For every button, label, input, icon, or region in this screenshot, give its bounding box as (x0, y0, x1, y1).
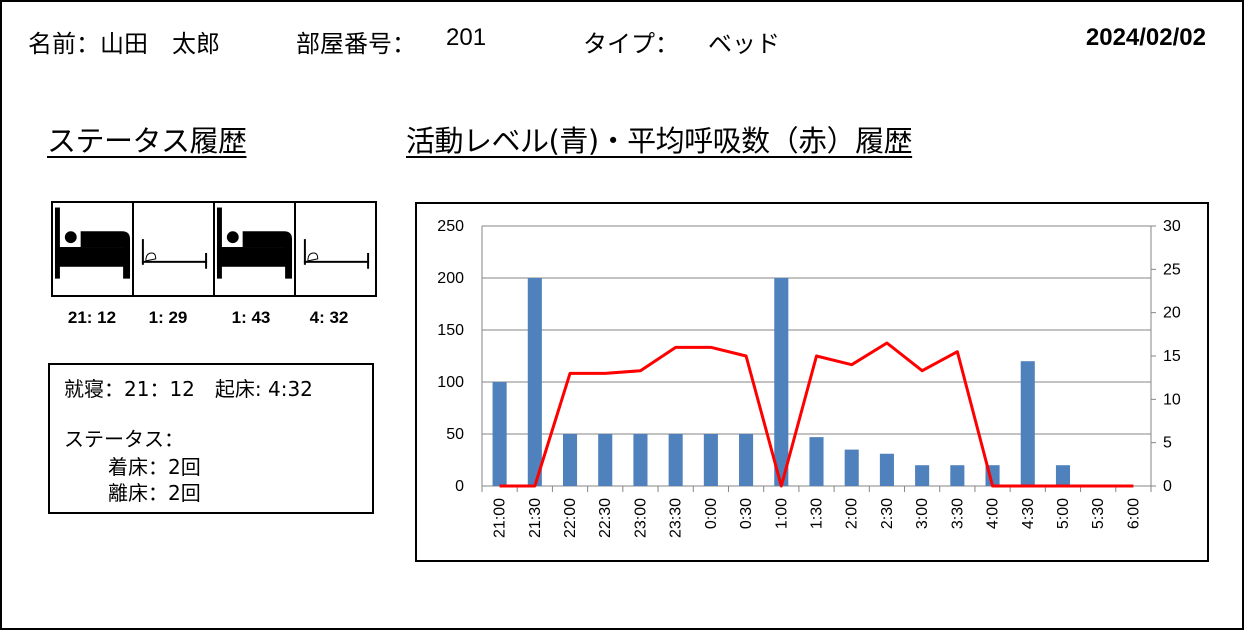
status-strip (51, 201, 377, 297)
right-tick-label: 10 (1163, 391, 1181, 408)
left-tick-label: 0 (455, 478, 464, 495)
report-date: 2024/02/02 (1085, 24, 1206, 51)
sleep-wake-times: 就寝：21：12 起床: 4:32 (64, 377, 313, 401)
chart-title: 活動レベル(青)・平均呼吸数（赤）履歴 (406, 124, 913, 158)
activity-bar (1020, 361, 1035, 486)
status-time-2: 1: 29 (148, 308, 188, 327)
in-bed-icon (216, 207, 293, 279)
status-history-title: ステータス履歴 (47, 124, 247, 158)
status-time-3: 1: 43 (231, 308, 271, 327)
x-tick-label: 21:30 (527, 498, 544, 538)
room-number: 201 (446, 24, 487, 51)
status-label: ステータス： (64, 427, 184, 451)
chart-box: 0 50 100 150 200 250 0 5 10 15 20 25 30 21:00 21:30 22:… (415, 202, 1209, 562)
left-tick-label: 200 (437, 270, 464, 287)
activity-bar (950, 465, 965, 486)
in-bed-icon (54, 207, 131, 279)
status-time-4: 4: 32 (309, 308, 349, 327)
x-tick-label: 5:00 (1055, 498, 1072, 529)
activity-bar (527, 278, 542, 486)
x-tick-label: 3:00 (914, 498, 931, 529)
out-bed-count: 離床：2回 (108, 481, 201, 505)
x-tick-label: 23:30 (668, 498, 685, 538)
activity-bar (492, 382, 507, 486)
x-tick-label: 2:30 (879, 498, 896, 529)
left-tick-label: 150 (437, 322, 464, 339)
activity-bar (668, 434, 683, 486)
x-tick-label: 0:30 (738, 498, 755, 529)
activity-bar (633, 434, 648, 486)
room-label: 部屋番号： (296, 30, 416, 58)
x-tick-label: 0:00 (703, 498, 720, 529)
activity-bar (598, 434, 613, 486)
x-tick-label: 22:30 (597, 498, 614, 538)
activity-bar (915, 465, 930, 486)
combo-chart: 0 50 100 150 200 250 0 5 10 15 20 25 30 21:00 21:30 22:… (437, 218, 1181, 538)
x-tick-label: 22:00 (562, 498, 579, 538)
x-tick-label: 3:30 (949, 498, 966, 529)
activity-bar (844, 449, 859, 486)
in-bed-count: 着床：2回 (108, 455, 201, 479)
activity-bar (562, 434, 578, 486)
respiration-line (499, 341, 1134, 488)
status-time-1: 21: 12 (67, 308, 117, 327)
right-tick-label: 20 (1163, 305, 1181, 322)
type-label: タイプ： (583, 30, 679, 58)
x-tick-label: 1:30 (809, 498, 826, 529)
empty-bed-icon (303, 239, 370, 269)
empty-bed-icon (141, 239, 208, 269)
activity-bar (774, 278, 789, 486)
right-tick-label: 15 (1163, 348, 1181, 365)
activity-bar (1055, 465, 1071, 486)
type-value: ベッド (708, 30, 780, 58)
x-tick-label: 21:00 (492, 498, 509, 538)
right-tick-label: 0 (1163, 478, 1172, 495)
x-tick-label: 6:00 (1125, 498, 1142, 529)
right-tick-label: 25 (1163, 261, 1181, 278)
left-tick-label: 250 (437, 218, 464, 235)
activity-bar (879, 453, 894, 486)
status-cell-1 (53, 203, 134, 295)
activity-bar (703, 434, 718, 486)
status-cell-3 (215, 203, 296, 295)
right-tick-label: 5 (1163, 435, 1172, 452)
left-tick-label: 100 (437, 374, 464, 391)
right-tick-label: 30 (1163, 218, 1181, 235)
activity-bar (809, 437, 824, 486)
left-tick-label: 50 (446, 426, 464, 443)
x-tick-label: 23:00 (632, 498, 649, 538)
status-cell-2 (134, 203, 215, 295)
x-tick-label: 2:00 (844, 498, 861, 529)
x-tick-label: 4:00 (985, 498, 1002, 529)
x-tick-label: 5:30 (1090, 498, 1107, 529)
status-cell-4 (296, 203, 375, 295)
activity-bar (739, 434, 754, 486)
summary-box: 就寝：21：12 起床: 4:32 ステータス： 着床：2回 離床：2回 (48, 363, 374, 514)
x-tick-label: 4:30 (1020, 498, 1037, 529)
x-tick-label: 1:00 (773, 498, 790, 529)
patient-name: 名前：山田 太郎 (28, 30, 220, 58)
